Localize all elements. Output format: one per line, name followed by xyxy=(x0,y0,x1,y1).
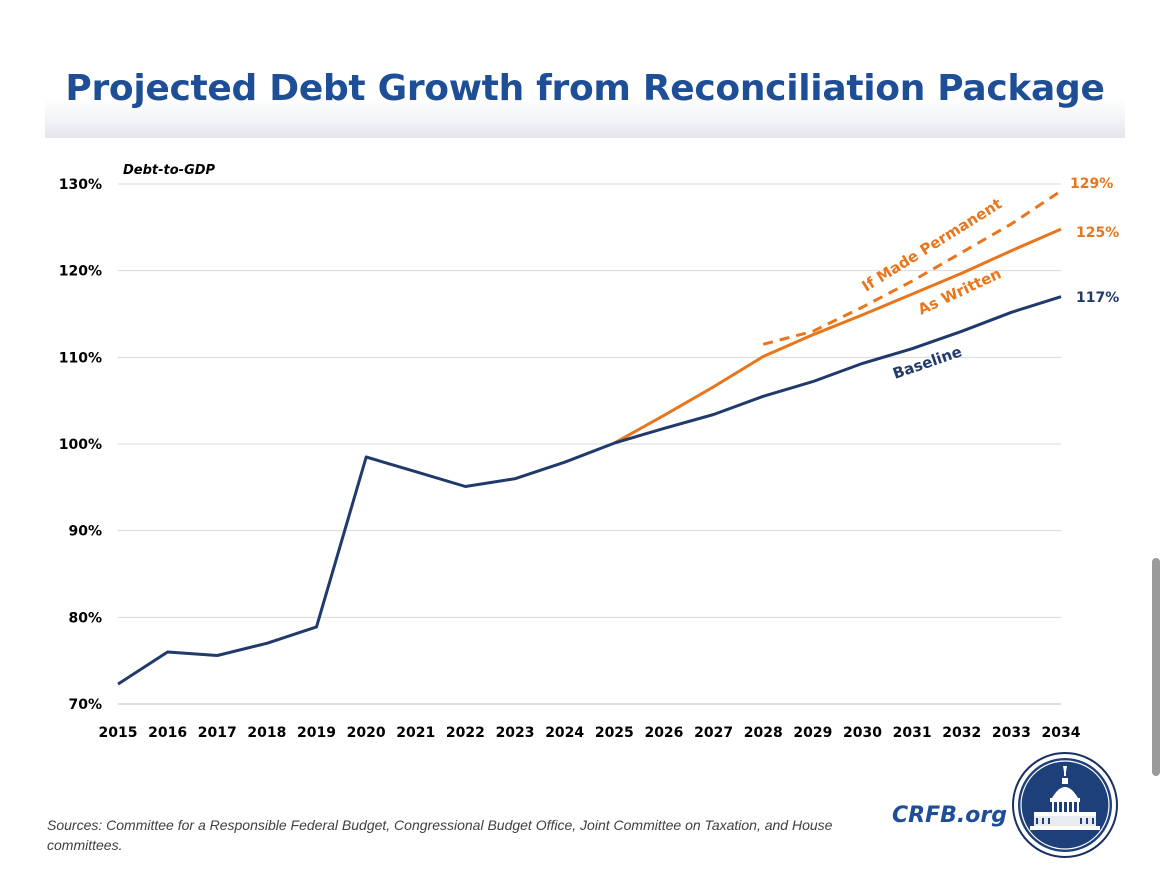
x-tick-label: 2028 xyxy=(744,725,783,741)
x-tick-label: 2024 xyxy=(545,725,584,741)
x-tick-label: 2029 xyxy=(793,725,832,741)
x-tick-label: 2032 xyxy=(942,725,981,741)
crfb-capitol-logo xyxy=(1012,752,1118,858)
x-tick-label: 2017 xyxy=(198,725,237,741)
x-tick-label: 2026 xyxy=(644,725,683,741)
x-tick-label: 2016 xyxy=(148,725,187,741)
y-tick-label: 80% xyxy=(68,610,102,626)
x-tick-label: 2022 xyxy=(446,725,485,741)
gridlines xyxy=(118,183,1061,705)
x-tick-label: 2023 xyxy=(496,725,535,741)
chart-title: Projected Debt Growth from Reconciliatio… xyxy=(65,68,1105,109)
end-label-117: 117% xyxy=(1076,290,1119,306)
scrollbar[interactable] xyxy=(1152,558,1160,776)
series-line-baseline xyxy=(117,295,1062,686)
x-tick-label: 2025 xyxy=(595,725,634,741)
y-tick-label: 100% xyxy=(59,437,102,453)
y-axis-ticks: 70% 80% 90% 100% 110% 120% 130% xyxy=(59,177,102,713)
x-tick-label: 2019 xyxy=(297,725,336,741)
x-tick-label: 2030 xyxy=(843,725,882,741)
series-labels: If Made Permanent As Written Baseline xyxy=(859,195,1006,383)
x-tick-label: 2018 xyxy=(247,725,286,741)
y-tick-label: 120% xyxy=(59,264,102,280)
series-lines xyxy=(117,189,1062,686)
label-baseline: Baseline xyxy=(890,342,964,382)
label-as-written: As Written xyxy=(915,264,1004,318)
end-label-125: 125% xyxy=(1076,225,1119,241)
crfb-link[interactable]: CRFB.org xyxy=(892,803,1007,828)
x-tick-label: 2034 xyxy=(1042,725,1081,741)
x-tick-label: 2031 xyxy=(893,725,932,741)
x-tick-label: 2033 xyxy=(992,725,1031,741)
x-tick-label: 2021 xyxy=(396,725,435,741)
y-tick-label: 70% xyxy=(68,697,102,713)
y-tick-label: 90% xyxy=(68,524,102,540)
end-labels: 129% 125% 117% xyxy=(1070,176,1119,306)
y-tick-label: 110% xyxy=(59,350,102,366)
y-tick-label: 130% xyxy=(59,177,102,193)
series-line-if-made-permanent xyxy=(762,189,1062,346)
y-axis-label: Debt-to-GDP xyxy=(123,163,216,178)
x-tick-label: 2015 xyxy=(99,725,138,741)
x-axis-ticks: 2015 2016 2017 2018 2019 2020 2021 2022 2023 2024… xyxy=(99,725,1081,741)
sources-note: Sources: Committee for a Responsible Fed… xyxy=(47,817,833,853)
title-band: Projected Debt Growth from Reconciliatio… xyxy=(45,50,1125,138)
series-line-as-written xyxy=(613,227,1062,445)
x-tick-label: 2027 xyxy=(694,725,733,741)
x-tick-label: 2020 xyxy=(347,725,386,741)
end-label-129: 129% xyxy=(1070,176,1113,192)
